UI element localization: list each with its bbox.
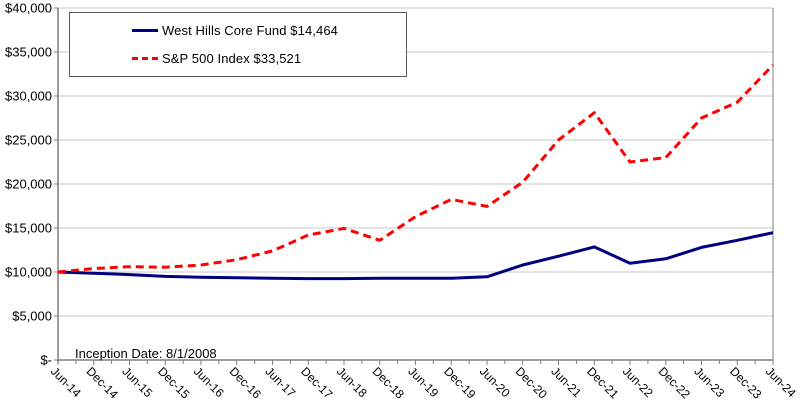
west-hills-core-fund-line: [57, 231, 774, 281]
x-axis-label: Jun-20: [477, 364, 513, 400]
legend-entry-west-hills: West Hills Core Fund $14,464: [132, 21, 406, 41]
inception-date-note: Inception Date: 8/1/2008: [75, 346, 217, 361]
west-hills-line-sample-icon: [132, 29, 158, 33]
x-axis-label: Dec-15: [155, 364, 192, 401]
x-axis-label: Dec-22: [656, 364, 693, 401]
legend-label-west-hills: West Hills Core Fund $14,464: [162, 23, 338, 39]
y-axis-label: $40,000: [5, 1, 52, 16]
y-axis-label: $15,000: [5, 221, 52, 236]
x-axis-label: Dec-17: [298, 364, 335, 401]
y-axis-label: $-: [40, 353, 52, 368]
sp500-line-sample-icon: [132, 56, 158, 60]
y-axis-label: $25,000: [5, 133, 52, 148]
x-axis-label: Jun-15: [119, 364, 155, 400]
x-axis-label: Jun-22: [620, 364, 656, 400]
legend-label-sp500: S&P 500 Index $33,521: [162, 50, 302, 66]
x-axis-label: Jun-23: [691, 364, 727, 400]
x-axis-label: Jun-16: [191, 364, 227, 400]
x-axis-label: Dec-14: [84, 364, 121, 401]
y-axis-label: $20,000: [5, 177, 52, 192]
x-axis-label: Jun-18: [334, 364, 370, 400]
x-axis-label: Jun-24: [763, 364, 799, 400]
x-axis-label: Jun-21: [548, 364, 584, 400]
chart-legend: West Hills Core Fund $14,464 S&P 500 Ind…: [69, 12, 407, 77]
y-axis-label: $5,000: [12, 309, 52, 324]
y-axis-label: $30,000: [5, 89, 52, 104]
y-axis-label: $35,000: [5, 45, 52, 60]
x-axis-label: Dec-16: [227, 364, 264, 401]
x-axis-label: Dec-20: [513, 364, 550, 401]
x-axis-label: Dec-23: [727, 364, 764, 401]
y-axis-label: $10,000: [5, 265, 52, 280]
x-axis-label: Dec-21: [584, 364, 621, 401]
x-axis-label: Dec-18: [370, 364, 407, 401]
sp500-index-line: [57, 63, 775, 274]
x-axis-label: Jun-17: [262, 364, 298, 400]
x-axis-label: Jun-14: [48, 364, 84, 400]
x-axis-label: Jun-19: [405, 364, 441, 400]
legend-entry-sp500: S&P 500 Index $33,521: [132, 48, 406, 68]
x-axis-label: Dec-19: [441, 364, 478, 401]
